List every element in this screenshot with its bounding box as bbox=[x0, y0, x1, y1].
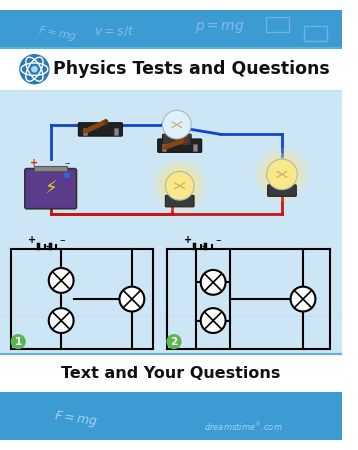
Circle shape bbox=[64, 172, 70, 178]
Circle shape bbox=[267, 159, 297, 189]
FancyBboxPatch shape bbox=[78, 123, 122, 136]
Bar bbox=[0, 48, 342, 90]
FancyBboxPatch shape bbox=[158, 139, 202, 153]
Circle shape bbox=[10, 334, 26, 349]
Circle shape bbox=[120, 287, 144, 311]
Circle shape bbox=[49, 268, 74, 293]
Text: –: – bbox=[215, 235, 221, 245]
Circle shape bbox=[265, 157, 299, 192]
Circle shape bbox=[49, 308, 74, 333]
Text: 1: 1 bbox=[15, 337, 22, 347]
Circle shape bbox=[103, 119, 108, 124]
Text: –: – bbox=[59, 235, 65, 245]
Text: dreamstime$^{\circledR}$.com: dreamstime$^{\circledR}$.com bbox=[204, 420, 283, 433]
Circle shape bbox=[261, 153, 303, 195]
Circle shape bbox=[201, 270, 226, 295]
Circle shape bbox=[255, 148, 309, 201]
Circle shape bbox=[166, 334, 182, 349]
Bar bbox=[0, 354, 342, 392]
Bar bbox=[34, 166, 67, 171]
Text: Text and Your Questions: Text and Your Questions bbox=[62, 366, 281, 381]
Bar bbox=[0, 90, 342, 354]
Circle shape bbox=[153, 159, 207, 212]
Bar bbox=[0, 10, 342, 48]
FancyBboxPatch shape bbox=[25, 169, 77, 209]
Bar bbox=[193, 144, 197, 151]
FancyBboxPatch shape bbox=[165, 195, 194, 207]
Circle shape bbox=[184, 137, 188, 142]
Circle shape bbox=[163, 110, 191, 139]
Circle shape bbox=[18, 53, 51, 86]
FancyBboxPatch shape bbox=[268, 185, 296, 196]
Text: $F = mg$: $F = mg$ bbox=[53, 408, 100, 430]
Text: $v = s/t$: $v = s/t$ bbox=[94, 24, 135, 38]
Circle shape bbox=[31, 66, 38, 72]
Bar bbox=[114, 127, 117, 135]
Text: –: – bbox=[64, 158, 70, 168]
Bar bbox=[0, 392, 342, 440]
Text: +: + bbox=[184, 235, 192, 245]
Text: $p = mg$: $p = mg$ bbox=[195, 20, 245, 35]
Bar bbox=[163, 144, 166, 151]
Circle shape bbox=[163, 169, 197, 203]
Circle shape bbox=[291, 287, 315, 311]
Circle shape bbox=[159, 165, 201, 207]
FancyBboxPatch shape bbox=[163, 134, 191, 146]
Text: 2: 2 bbox=[170, 337, 178, 347]
Circle shape bbox=[201, 308, 226, 333]
Bar bbox=[83, 127, 87, 135]
Text: Physics Tests and Questions: Physics Tests and Questions bbox=[53, 60, 329, 78]
Text: +: + bbox=[28, 235, 36, 245]
Circle shape bbox=[165, 171, 194, 200]
Text: +: + bbox=[30, 158, 38, 168]
Text: $F = mg$: $F = mg$ bbox=[37, 23, 78, 44]
Text: ⚡: ⚡ bbox=[44, 180, 57, 198]
